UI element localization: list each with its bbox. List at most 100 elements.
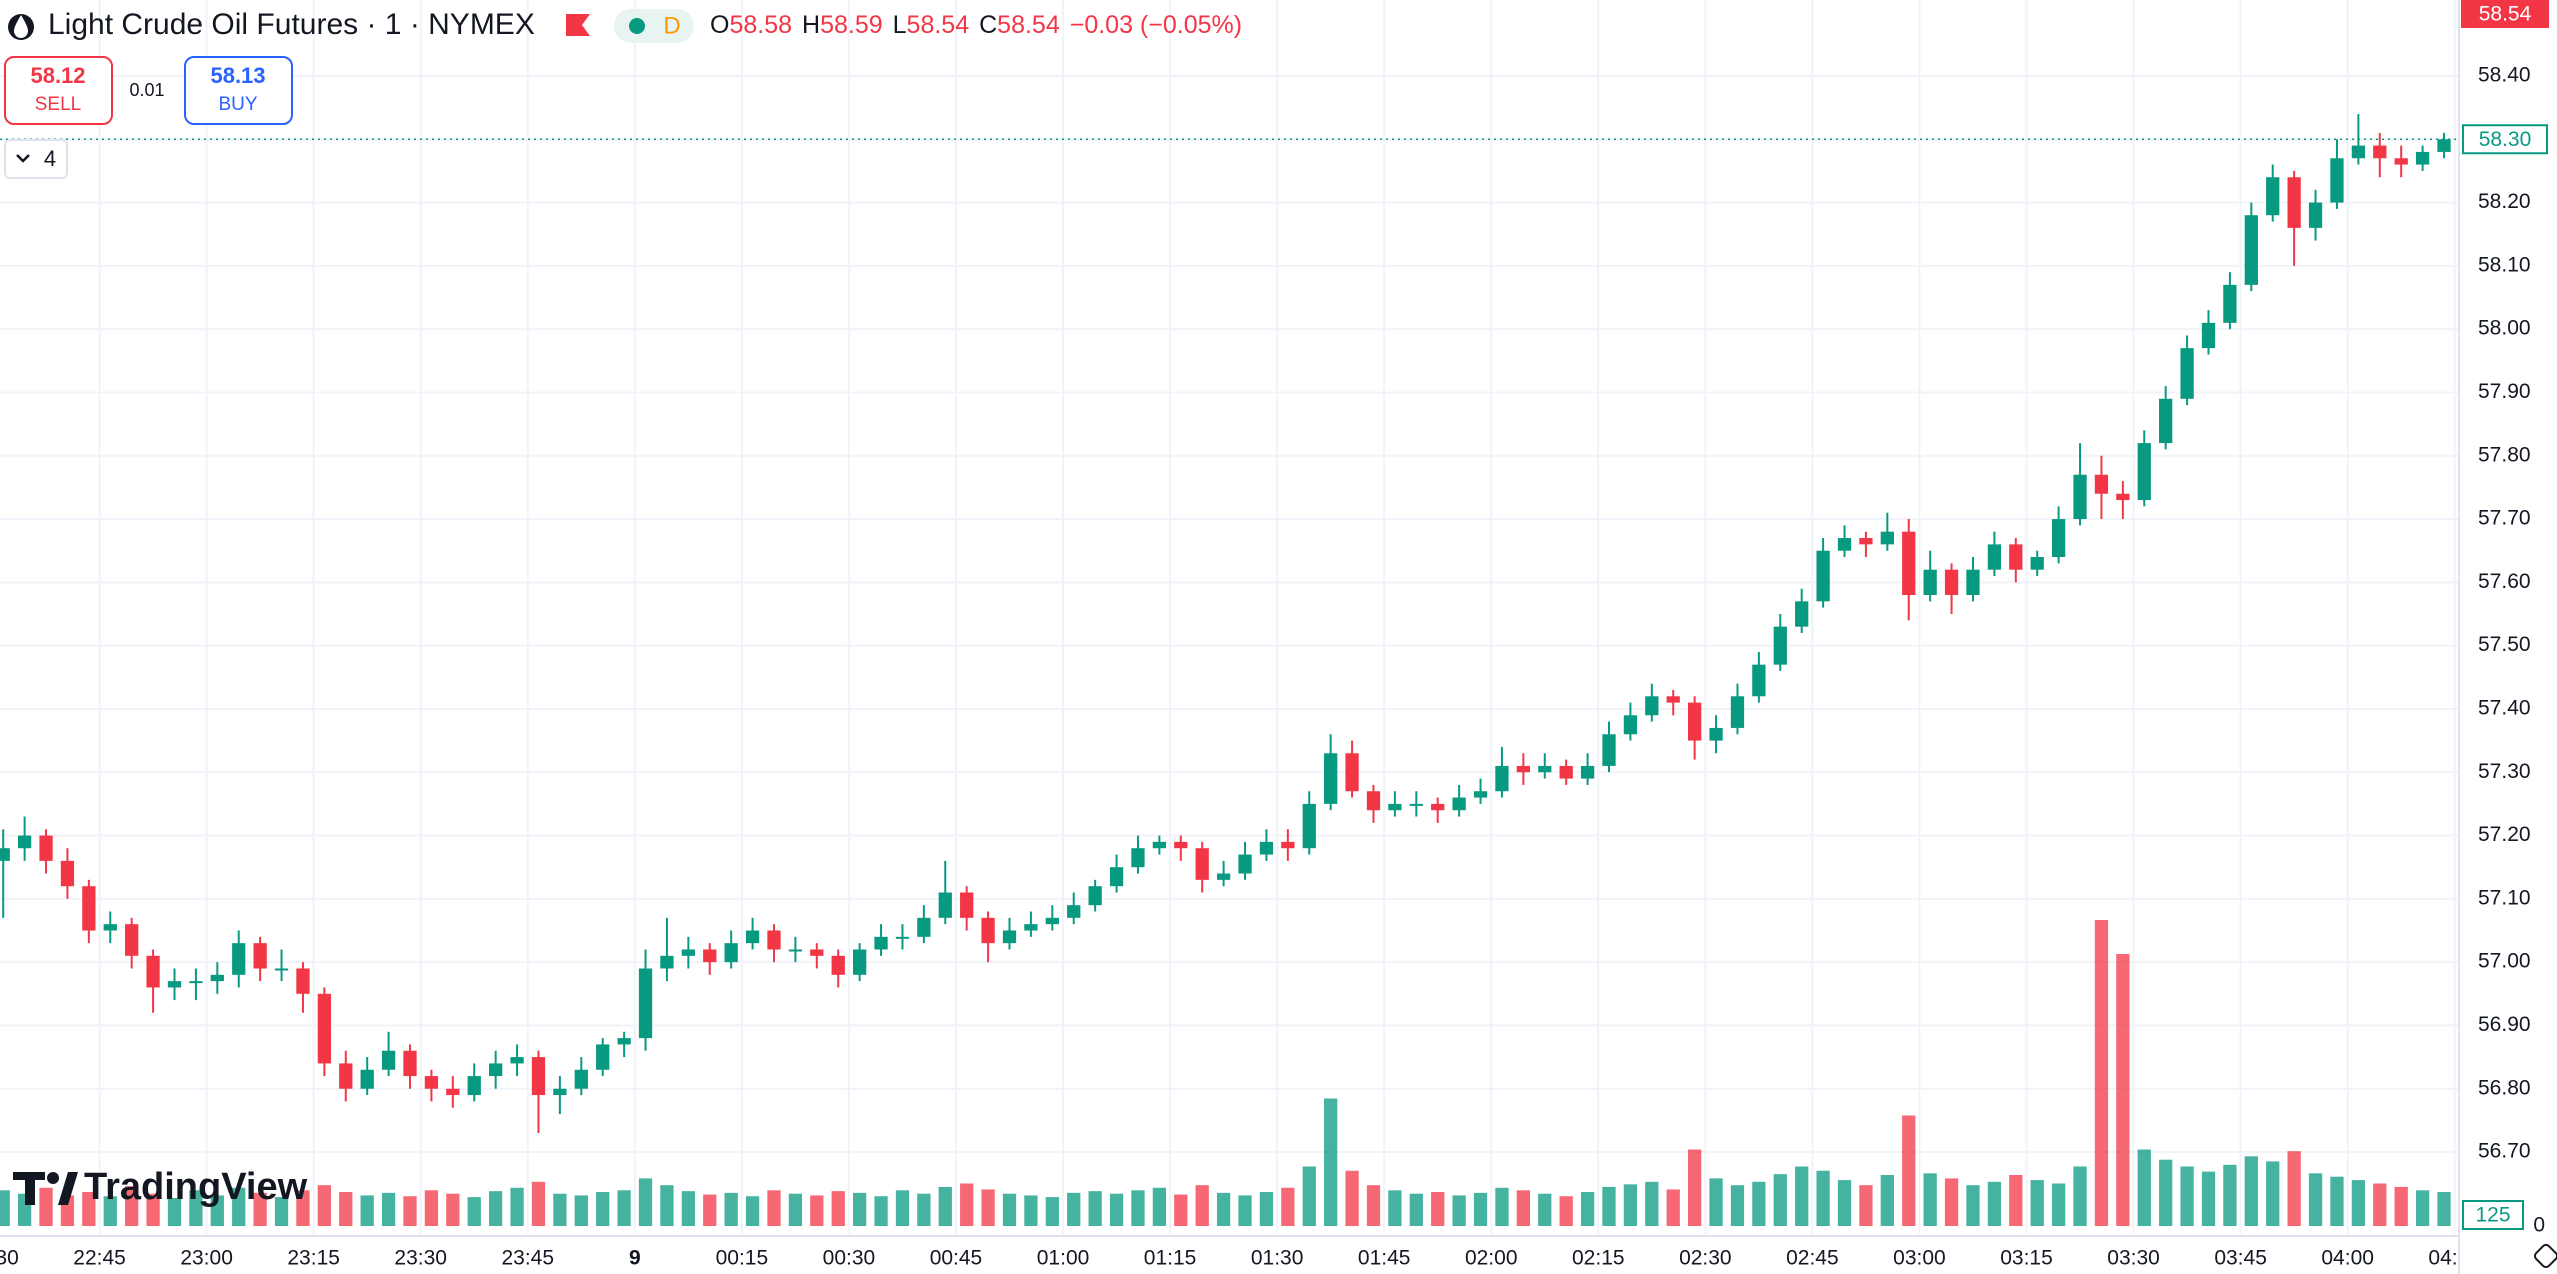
- candle-body: [1216, 873, 1231, 880]
- candle-body: [1281, 841, 1295, 849]
- y-tick-label: 57.00: [2478, 950, 2531, 973]
- candle-body: [2137, 443, 2151, 501]
- candle-body: [1088, 886, 1102, 906]
- y-tick-label: 57.40: [2478, 696, 2531, 719]
- candle-body: [17, 835, 32, 849]
- grid: [0, 0, 2459, 1234]
- candle-body: [1109, 867, 1124, 887]
- candle-body: [1730, 696, 1745, 728]
- volume-bar: [1752, 1181, 1766, 1226]
- price-axis: 56.70 56.80 56.90 57.00 57.10 57.20 57.30 57.40…: [2461, 0, 2549, 1237]
- candle-body: [574, 1069, 588, 1089]
- y-tick-label: 58.10: [2478, 253, 2531, 276]
- x-tick-label: 23:15: [287, 1247, 340, 1270]
- volume-bar: [1281, 1187, 1295, 1226]
- volume-bar: [1195, 1185, 1209, 1226]
- volume-bar: [1345, 1170, 1359, 1226]
- y-tick-label: 57.70: [2478, 507, 2531, 530]
- volume-bar: [2437, 1192, 2451, 1226]
- volume-bar: [1002, 1193, 1017, 1226]
- x-tick-label: 02:30: [1679, 1247, 1732, 1270]
- watermark-text: TradingView: [84, 1166, 308, 1208]
- volume-bar: [189, 1190, 203, 1226]
- candle-body: [1880, 531, 1894, 545]
- volume-bar: [1602, 1186, 1616, 1226]
- candle-body: [274, 968, 289, 971]
- candle-body: [1923, 569, 1937, 596]
- candle-body: [2116, 493, 2130, 501]
- candle-body: [60, 860, 75, 887]
- candle-body: [1067, 905, 1081, 918]
- volume-bar: [0, 1190, 10, 1226]
- candle-body: [1752, 664, 1766, 697]
- volume-bar: [831, 1191, 845, 1226]
- x-tick-label: 22:45: [73, 1247, 126, 1270]
- candle-body: [167, 981, 182, 988]
- candle-body: [1580, 765, 1595, 779]
- candle-body: [1559, 765, 1573, 779]
- x-tick-label: 00:45: [930, 1247, 983, 1270]
- candle-body: [2394, 158, 2408, 165]
- volume-bar: [1409, 1193, 1423, 1226]
- candle-body: [446, 1088, 460, 1096]
- candle-body: [2437, 139, 2451, 152]
- candle-body: [1431, 803, 1445, 811]
- volume-bar: [403, 1196, 417, 1226]
- sell-button[interactable]: [4, 56, 113, 125]
- volume-bar: [1923, 1173, 1937, 1226]
- candle-body: [2009, 544, 2023, 570]
- volume-bar: [1773, 1174, 1787, 1226]
- candle-body: [189, 981, 203, 984]
- flag-icon[interactable]: [566, 14, 590, 36]
- volume-bar: [1944, 1178, 1959, 1226]
- indicators-toggle[interactable]: [4, 139, 68, 179]
- candle-body: [489, 1063, 503, 1077]
- candle-body: [831, 955, 845, 975]
- candle-body: [1944, 569, 1959, 596]
- candle-body: [810, 949, 824, 956]
- candle-body: [296, 968, 310, 994]
- ohlc-value: 58.59: [820, 11, 883, 39]
- candle-body: [874, 936, 888, 950]
- buy-price: 58.13: [210, 63, 265, 88]
- buy-label: BUY: [218, 94, 257, 115]
- candle-body: [467, 1076, 481, 1096]
- volume-bar: [339, 1192, 353, 1226]
- candle-body: [596, 1044, 610, 1070]
- candle-body: [638, 968, 653, 1039]
- volume-bar: [596, 1192, 610, 1226]
- volume-bar: [2351, 1180, 2366, 1226]
- volume-bar: [1902, 1115, 1916, 1226]
- volume-bar: [381, 1192, 396, 1226]
- volume-bar: [2330, 1176, 2344, 1226]
- candle-body: [553, 1088, 567, 1096]
- plot-area: [0, 113, 2459, 1226]
- volume-bar: [125, 1186, 139, 1226]
- candle-body: [103, 924, 117, 931]
- buy-button[interactable]: [184, 56, 293, 125]
- volume-bar: [489, 1191, 503, 1226]
- candle-body: [1238, 854, 1252, 874]
- volume-bar: [703, 1194, 717, 1226]
- volume-bar: [2137, 1149, 2151, 1226]
- volume-bar: [1666, 1189, 1680, 1226]
- volume-bar: [660, 1185, 674, 1226]
- y-tick-label: 56.70: [2478, 1140, 2531, 1163]
- volume-bar: [2073, 1166, 2087, 1226]
- candle-body: [2351, 145, 2366, 159]
- ohlc-key: C: [979, 11, 997, 39]
- settings-icon[interactable]: [2533, 1243, 2557, 1269]
- volume-bar: [1709, 1178, 1723, 1226]
- candle-body: [1645, 696, 1659, 716]
- candle-body: [2073, 474, 2087, 520]
- x-tick-label: 23:45: [501, 1247, 554, 1270]
- status-pill[interactable]: [614, 9, 694, 43]
- volume-bar: [296, 1190, 310, 1226]
- candle-body: [745, 930, 760, 944]
- candle-body: [253, 943, 267, 969]
- indicators-count: 4: [44, 146, 56, 171]
- candle-body: [403, 1050, 417, 1077]
- ohlc-value: 58.58: [729, 11, 792, 39]
